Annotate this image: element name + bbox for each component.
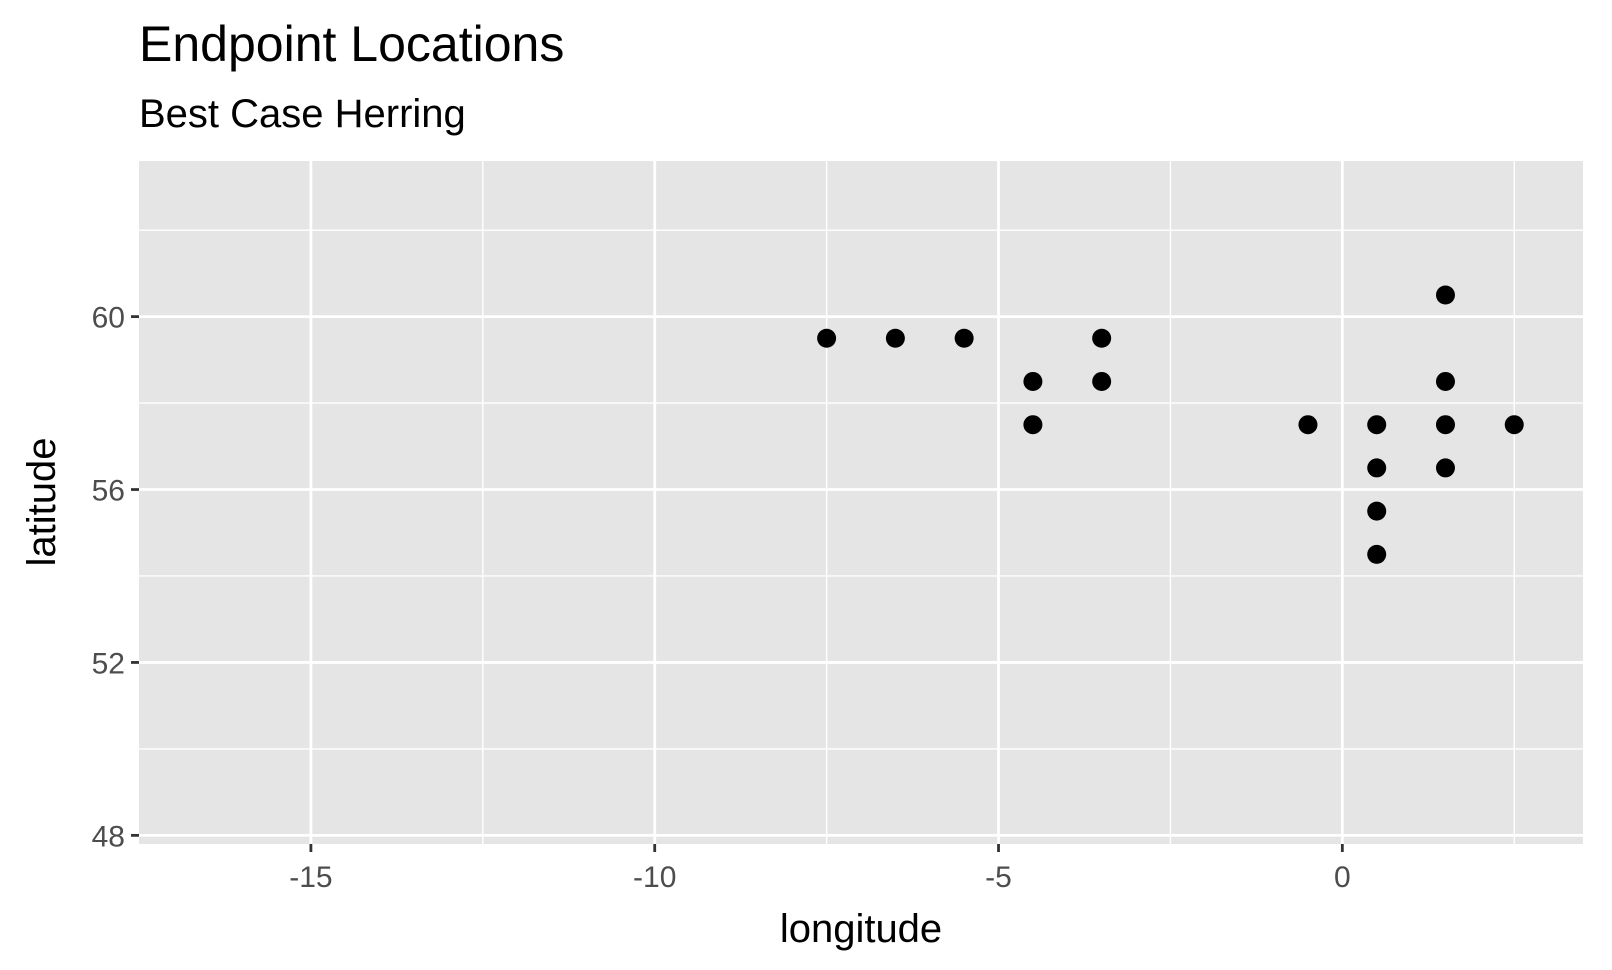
data-point — [1367, 415, 1387, 435]
x-axis-title: longitude — [780, 907, 942, 951]
y-axis-title: latitude — [20, 438, 64, 567]
data-point — [1023, 371, 1043, 391]
data-point — [1367, 458, 1387, 478]
major-gridlines — [139, 161, 1583, 844]
y-tick-label: 52 — [92, 647, 125, 680]
plot-panel — [139, 161, 1583, 844]
y-tick-label: 60 — [92, 302, 125, 335]
data-point — [954, 328, 974, 348]
x-tick-label: -15 — [289, 861, 332, 894]
data-point — [885, 328, 905, 348]
data-point — [1367, 544, 1387, 564]
y-tick-label: 48 — [92, 820, 125, 853]
data-points — [817, 285, 1524, 564]
x-tick-label: 0 — [1334, 861, 1351, 894]
x-tick-label: -5 — [985, 861, 1012, 894]
x-axis: -15 -10 -5 0 — [289, 844, 1351, 894]
data-point — [1504, 415, 1524, 435]
minor-gridlines — [139, 161, 1583, 844]
chart-subtitle: Best Case Herring — [139, 92, 466, 136]
data-point — [1298, 415, 1318, 435]
data-point — [1435, 415, 1455, 435]
data-point — [1092, 328, 1112, 348]
y-axis: 48 52 56 60 — [92, 302, 139, 853]
data-point — [1435, 371, 1455, 391]
y-tick-label: 56 — [92, 475, 125, 508]
chart-title: Endpoint Locations — [139, 16, 564, 72]
data-point — [1092, 371, 1112, 391]
x-tick-label: -10 — [633, 861, 676, 894]
data-point — [1435, 458, 1455, 478]
data-point — [1367, 501, 1387, 521]
data-point — [1023, 415, 1043, 435]
data-point — [1435, 285, 1455, 305]
data-point — [817, 328, 837, 348]
